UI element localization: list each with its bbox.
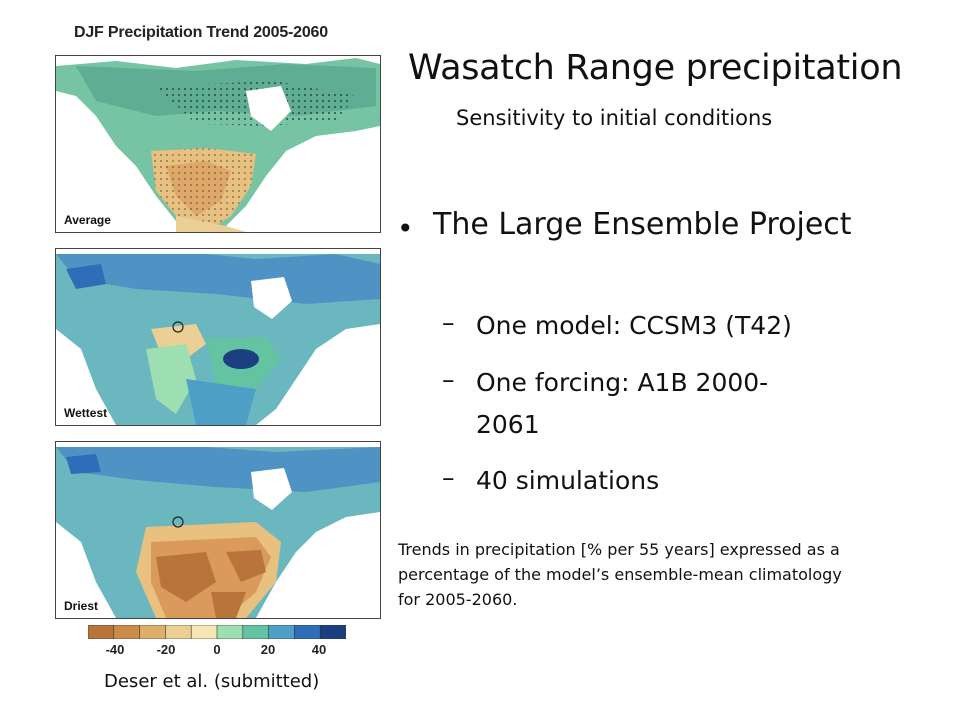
colorbar-swatch (113, 625, 141, 639)
colorbar-tick: 0 (213, 642, 221, 657)
colorbar-tick: -40 (105, 642, 125, 657)
colorbar-swatch (294, 625, 321, 639)
colorbar-swatch (268, 625, 296, 639)
caption: Trends in precipitation [% per 55 years]… (398, 540, 842, 609)
slide-subtitle: Sensitivity to initial conditions (456, 106, 773, 130)
bullet-large-ensemble: The Large Ensemble Project (433, 207, 852, 242)
colorbar-tick: 40 (311, 642, 327, 657)
colorbar (88, 625, 346, 639)
colorbar-swatch (216, 625, 244, 639)
figure-title: DJF Precipitation Trend 2005-2060 (74, 24, 328, 41)
slide-title: Wasatch Range precipitation (408, 48, 903, 88)
dash-marker: – (442, 463, 455, 492)
panel-label-average: Average (64, 213, 111, 227)
panel-label-wettest: Wettest (64, 406, 108, 420)
panel-label-driest: Driest (64, 599, 99, 613)
bullet-dot: • (397, 212, 414, 245)
map-panel-driest: Driest (55, 441, 381, 619)
figure-credit: Deser et al. (submitted) (104, 671, 320, 692)
map-panel-average: Average (55, 55, 381, 233)
sub-item-simulations: 40 simulations (476, 466, 660, 495)
sub-item-forcing: One forcing: A1B 2000-2061 (476, 368, 769, 439)
colorbar-swatch (190, 625, 218, 639)
colorbar-swatch (242, 625, 270, 639)
colorbar-swatch (165, 625, 192, 639)
dash-marker: – (442, 308, 455, 337)
sub-item-model: One model: CCSM3 (T42) (476, 311, 792, 340)
map-panel-wettest: Wettest (55, 248, 381, 426)
colorbar-swatch (139, 625, 166, 639)
colorbar-tick: 20 (260, 642, 276, 657)
colorbar-swatch (88, 625, 115, 639)
colorbar-tick: -20 (156, 642, 176, 657)
colorbar-swatch (319, 625, 346, 639)
dash-marker: – (442, 365, 455, 394)
